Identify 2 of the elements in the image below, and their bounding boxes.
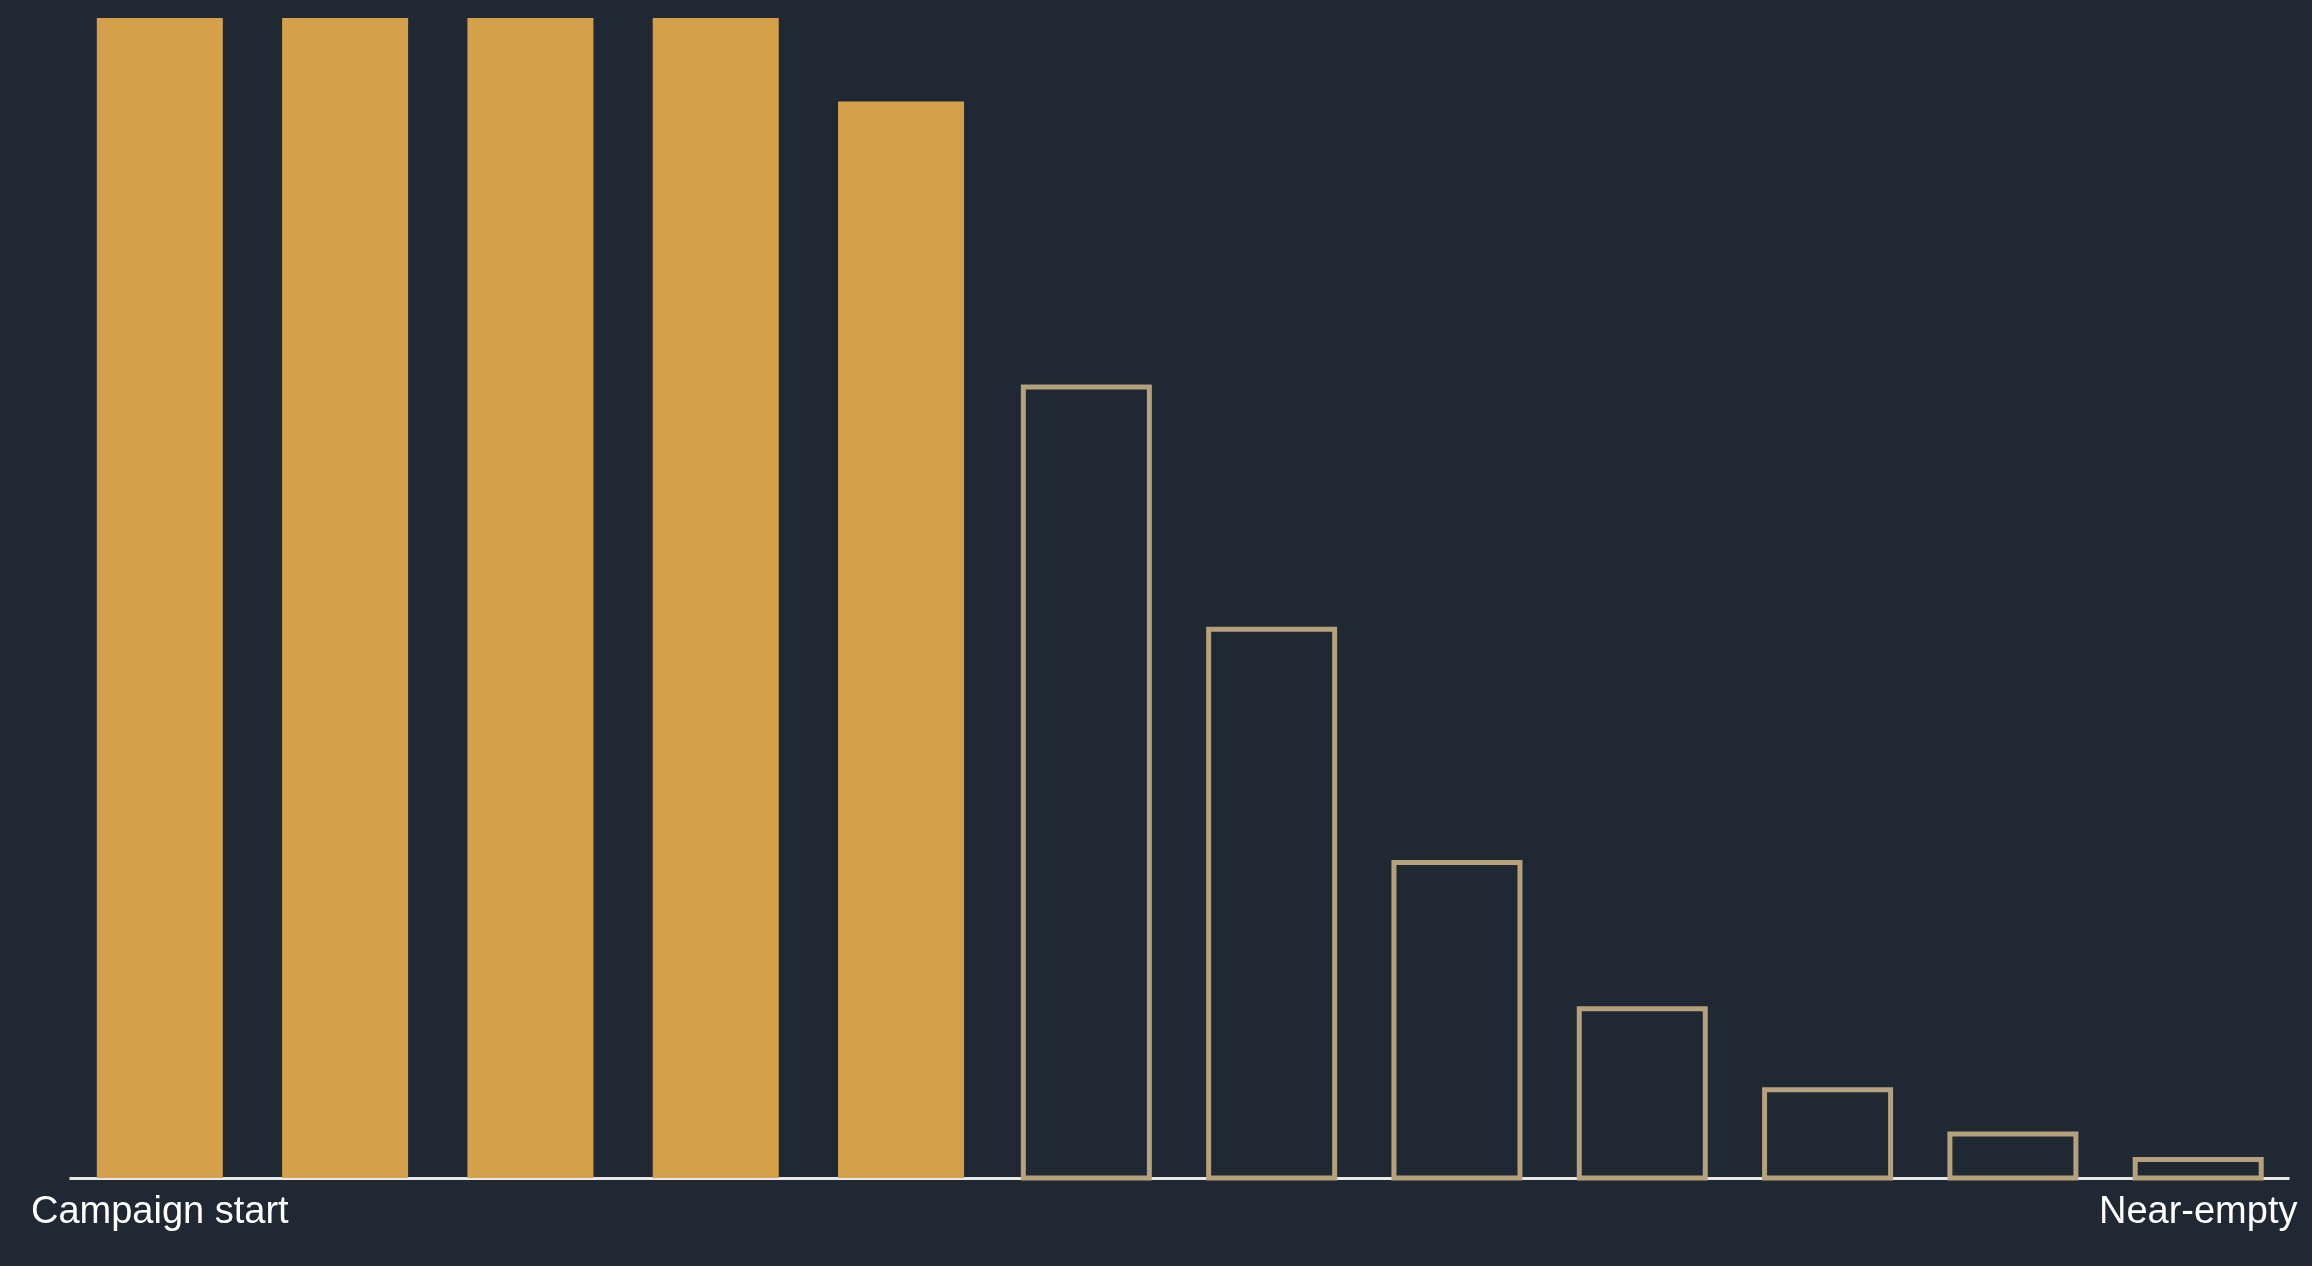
x-tick-label: Near-empty xyxy=(2098,1188,2298,1231)
x-tick-label: Campaign start xyxy=(30,1188,290,1231)
